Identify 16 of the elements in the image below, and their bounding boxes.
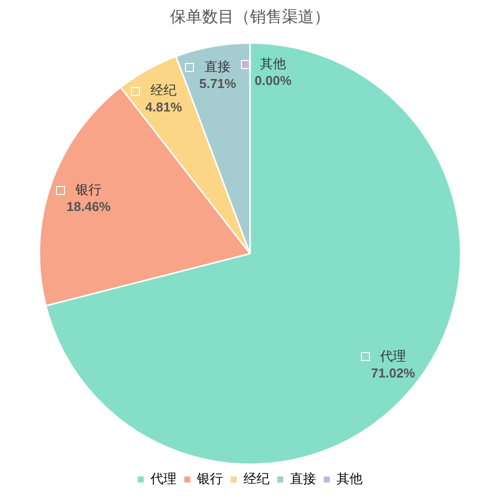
legend-label: 经纪 [243,471,270,486]
slice-label: 经纪 [150,82,177,98]
legend-label: 银行 [196,471,223,486]
legend-label: 其他 [336,471,362,486]
slice-label: 代理 [379,348,406,364]
slice-label: 银行 [74,182,102,197]
data-label: 71.02% [371,365,416,380]
slice-label: 直接 [204,58,231,74]
data-label: 18.46% [66,198,112,214]
chart-title: 保单数目（销售渠道） [170,8,330,26]
data-label: 5.71% [199,76,237,91]
legend-label: 直接 [290,471,316,486]
data-label: 4.81% [145,100,182,115]
legend-label: 代理 [149,471,176,486]
category-label: 其他 [260,56,286,72]
text: 0.00% [254,73,292,88]
